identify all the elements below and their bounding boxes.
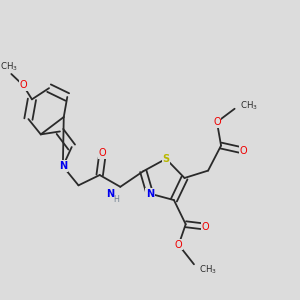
Text: N: N (146, 189, 154, 199)
Text: CH$_3$: CH$_3$ (240, 100, 258, 112)
Text: N: N (59, 161, 67, 171)
Text: O: O (213, 117, 221, 127)
Text: O: O (175, 240, 182, 250)
Text: O: O (19, 80, 27, 90)
Text: S: S (162, 154, 169, 164)
Text: O: O (240, 146, 247, 156)
Text: N: N (106, 189, 114, 199)
Text: O: O (201, 222, 209, 232)
Text: H: H (113, 195, 119, 204)
Text: CH$_3$: CH$_3$ (199, 263, 217, 276)
Text: CH$_3$: CH$_3$ (0, 60, 18, 73)
Text: O: O (99, 148, 106, 158)
